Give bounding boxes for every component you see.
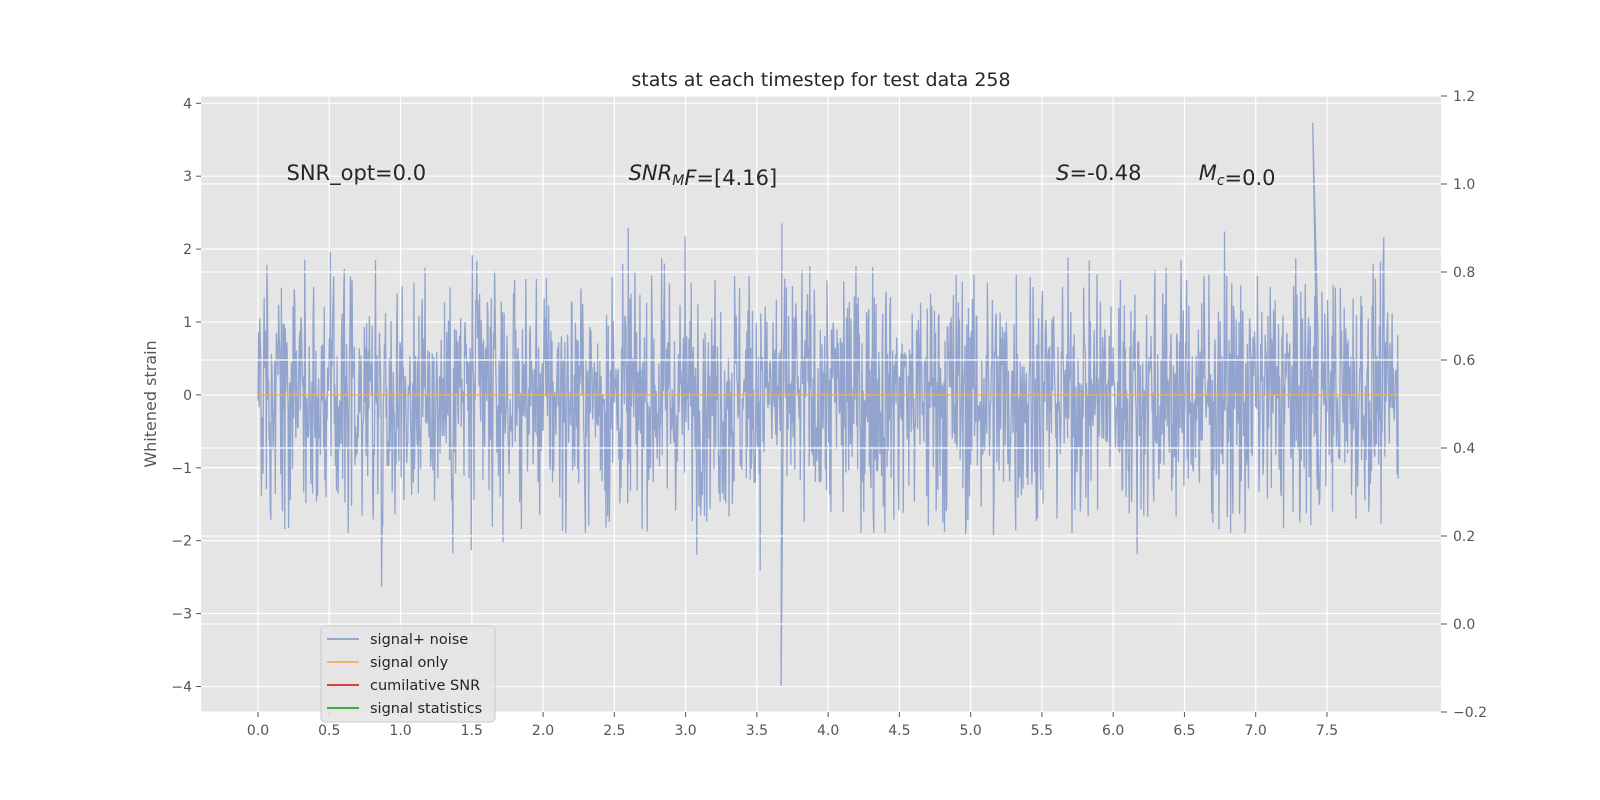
- x-tick-label: 7.0: [1245, 723, 1267, 739]
- x-tick-label: 3.5: [746, 723, 768, 739]
- x-tick-label: 4.5: [888, 723, 910, 739]
- x-tick-label: 3.0: [674, 723, 696, 739]
- y-tick-label: 4: [183, 96, 192, 112]
- x-tick-label: 1.0: [389, 723, 411, 739]
- legend-box: [320, 625, 496, 723]
- x-tick-label: 1.5: [461, 723, 483, 739]
- y-tick-label: 0: [183, 388, 192, 404]
- series-signal-noise: [257, 122, 1399, 686]
- y2-tick-label: 0.6: [1453, 353, 1475, 369]
- signal-noise-line: [257, 122, 1399, 686]
- x-tick-label: 7.5: [1316, 723, 1338, 739]
- y-tick-label: 3: [183, 169, 192, 185]
- x-tick-label: 0.0: [247, 723, 269, 739]
- y2-tick-label: 0.8: [1453, 265, 1475, 281]
- legend-label: signal only: [370, 655, 449, 671]
- y-axis-right: −0.2 0.0 0.2 0.4 0.6 0.8 1.0 1.2: [1441, 89, 1487, 721]
- x-axis: 0.0 0.5 1.0 1.5 2.0 2.5 3.0 3.5 4.0 4.5 5.0 5.5 6.0 6…: [247, 712, 1338, 739]
- y2-tick-label: 1.0: [1453, 177, 1475, 193]
- annotation-snr-opt: SNR_opt=0.0: [287, 161, 427, 186]
- y2-tick-label: 0.4: [1453, 441, 1475, 457]
- x-tick-label: 5.5: [1031, 723, 1053, 739]
- x-tick-label: 0.5: [318, 723, 340, 739]
- y-axis-left: −4 −3 −2 −1 0 1 2 3 4: [171, 96, 201, 695]
- y-tick-label: −4: [171, 679, 192, 695]
- y2-tick-label: 1.2: [1453, 89, 1475, 105]
- y2-tick-label: 0.2: [1453, 529, 1475, 545]
- chart-title: stats at each timestep for test data 258: [631, 69, 1010, 91]
- x-tick-label: 5.0: [960, 723, 982, 739]
- legend-label: signal statistics: [370, 701, 482, 717]
- x-tick-label: 2.5: [603, 723, 625, 739]
- y-tick-label: −1: [171, 461, 192, 477]
- y-tick-label: −2: [171, 534, 192, 550]
- y2-tick-label: 0.0: [1453, 617, 1475, 633]
- y-tick-label: 2: [183, 242, 192, 258]
- legend-label: signal+ noise: [370, 632, 468, 648]
- annotation-mc: Mc=0.0: [1199, 161, 1276, 190]
- y-tick-label: 1: [183, 315, 192, 331]
- y-axis-label: Whitened strain: [141, 340, 160, 467]
- annotation-s: S=-0.48: [1056, 161, 1141, 185]
- legend-label: cumilative SNR: [370, 678, 480, 694]
- y2-tick-label: −0.2: [1453, 705, 1487, 721]
- x-tick-label: 6.5: [1173, 723, 1195, 739]
- legend: signal+ noise signal only cumilative SNR si…: [320, 625, 496, 723]
- y-tick-label: −3: [171, 607, 192, 623]
- x-tick-label: 2.0: [532, 723, 554, 739]
- annotations: SNR_opt=0.0 SNRMF=[4.16] S=-0.48 Mc=0.0: [287, 161, 1276, 190]
- annotation-snr-mf: SNRMF=[4.16]: [629, 161, 778, 190]
- x-tick-label: 4.0: [817, 723, 839, 739]
- x-tick-label: 6.0: [1102, 723, 1124, 739]
